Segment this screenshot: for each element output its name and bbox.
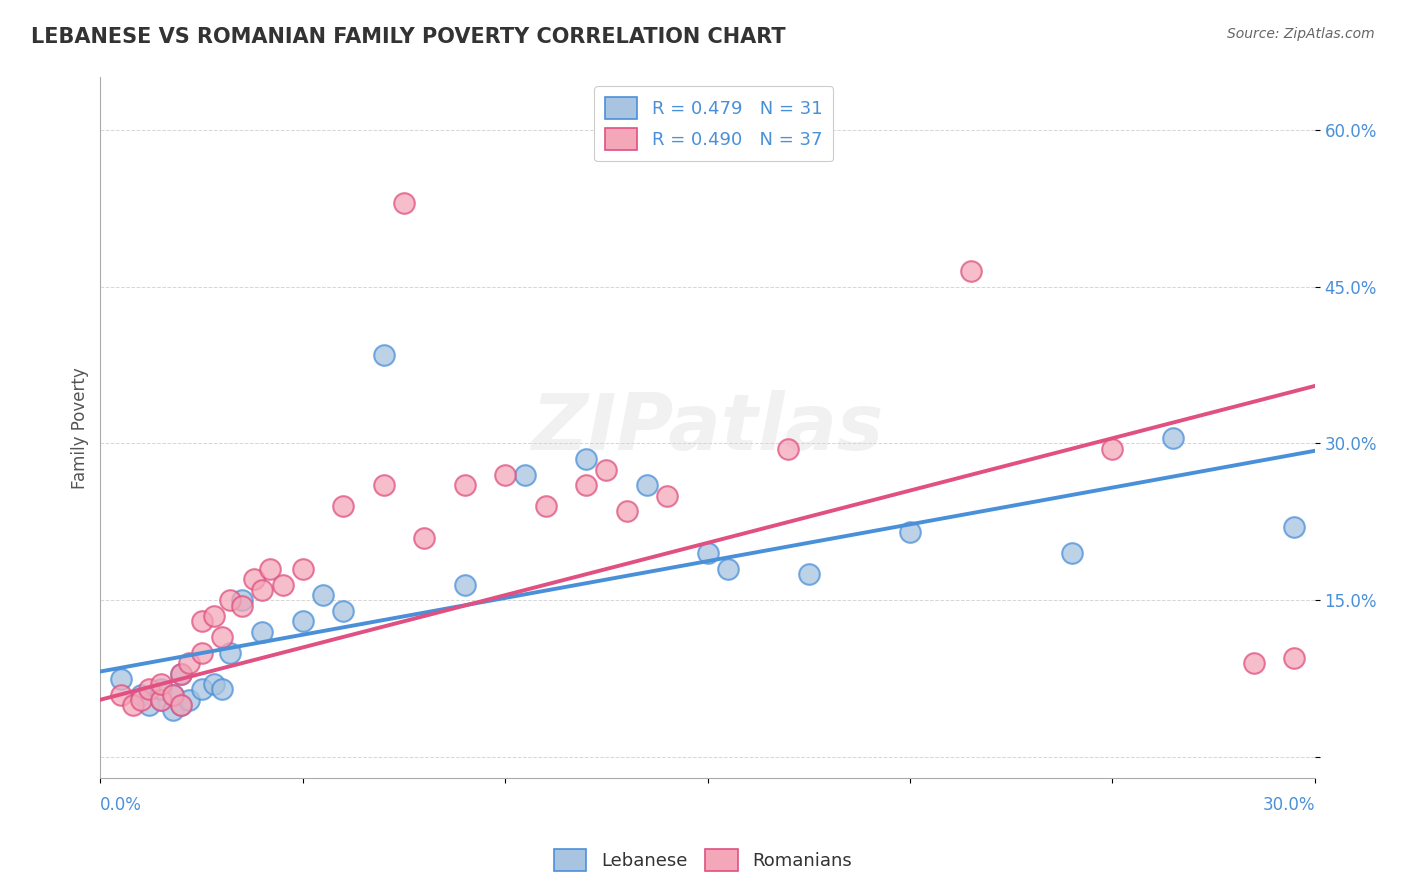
Point <box>575 452 598 467</box>
Point <box>373 478 395 492</box>
Point <box>162 703 184 717</box>
Point <box>655 489 678 503</box>
Point <box>231 599 253 613</box>
Point <box>179 656 201 670</box>
Point <box>170 698 193 712</box>
Point <box>138 682 160 697</box>
Text: 0.0%: 0.0% <box>100 797 142 814</box>
Point <box>1284 520 1306 534</box>
Point <box>392 196 415 211</box>
Point <box>110 688 132 702</box>
Point <box>332 604 354 618</box>
Point <box>162 688 184 702</box>
Legend: Lebanese, Romanians: Lebanese, Romanians <box>547 842 859 879</box>
Point <box>150 692 173 706</box>
Point <box>453 577 475 591</box>
Point <box>179 692 201 706</box>
Point <box>219 646 242 660</box>
Point <box>1161 431 1184 445</box>
Point <box>138 698 160 712</box>
Point <box>515 467 537 482</box>
Point <box>202 609 225 624</box>
Point <box>959 264 981 278</box>
Point <box>252 624 274 639</box>
Point <box>1101 442 1123 456</box>
Point <box>534 500 557 514</box>
Y-axis label: Family Poverty: Family Poverty <box>72 367 89 489</box>
Text: ZIPatlas: ZIPatlas <box>531 390 883 466</box>
Point <box>211 630 233 644</box>
Point <box>575 478 598 492</box>
Point <box>150 682 173 697</box>
Point <box>595 463 617 477</box>
Point <box>717 562 740 576</box>
Point <box>150 692 173 706</box>
Text: LEBANESE VS ROMANIAN FAMILY POVERTY CORRELATION CHART: LEBANESE VS ROMANIAN FAMILY POVERTY CORR… <box>31 27 786 46</box>
Point <box>373 348 395 362</box>
Point <box>110 672 132 686</box>
Point <box>1060 546 1083 560</box>
Point <box>190 615 212 629</box>
Point <box>1243 656 1265 670</box>
Point <box>1284 651 1306 665</box>
Point <box>616 504 638 518</box>
Point <box>243 573 266 587</box>
Point <box>898 525 921 540</box>
Point <box>259 562 281 576</box>
Point <box>778 442 800 456</box>
Point <box>170 666 193 681</box>
Point <box>121 698 143 712</box>
Point <box>797 567 820 582</box>
Point <box>170 666 193 681</box>
Legend: R = 0.479   N = 31, R = 0.490   N = 37: R = 0.479 N = 31, R = 0.490 N = 37 <box>593 87 834 161</box>
Point <box>332 500 354 514</box>
Point <box>190 682 212 697</box>
Point <box>190 646 212 660</box>
Point <box>129 688 152 702</box>
Point <box>150 677 173 691</box>
Point <box>252 582 274 597</box>
Point <box>129 692 152 706</box>
Point <box>696 546 718 560</box>
Point <box>291 615 314 629</box>
Text: 30.0%: 30.0% <box>1263 797 1315 814</box>
Point <box>636 478 658 492</box>
Point <box>453 478 475 492</box>
Point <box>211 682 233 697</box>
Text: Source: ZipAtlas.com: Source: ZipAtlas.com <box>1227 27 1375 41</box>
Point <box>162 688 184 702</box>
Point <box>291 562 314 576</box>
Point <box>271 577 294 591</box>
Point <box>202 677 225 691</box>
Point <box>494 467 516 482</box>
Point <box>312 588 335 602</box>
Point <box>231 593 253 607</box>
Point <box>170 698 193 712</box>
Point <box>219 593 242 607</box>
Point <box>413 531 436 545</box>
